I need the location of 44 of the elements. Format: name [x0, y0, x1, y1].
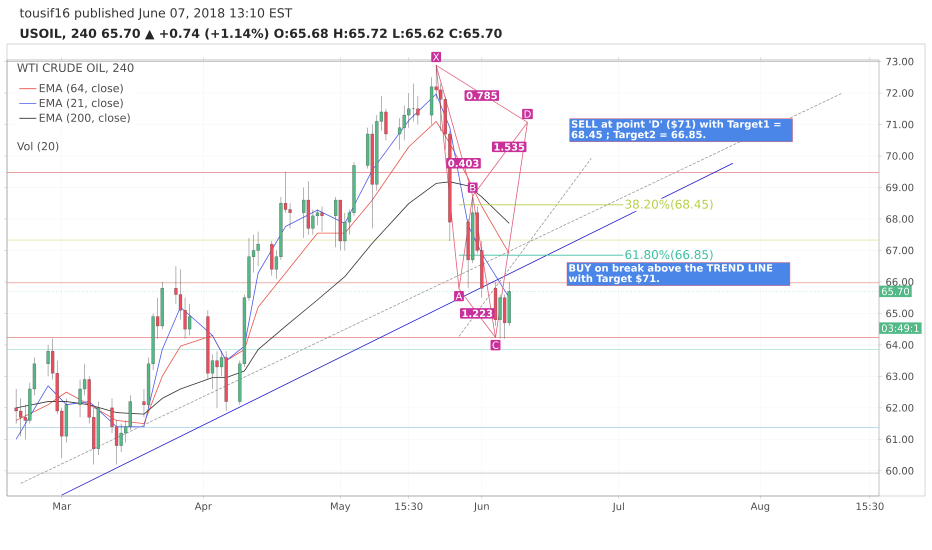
chart-subtitle: USOIL, 240 65.70 ▲ +0.74 (+1.14%) O:65.68 H:65.72 L:65.62 C:65.70 — [20, 28, 502, 40]
x-tick-label: Aug — [750, 502, 770, 512]
y-tick-label: 62.00 — [886, 404, 914, 412]
annotation: SELL at point 'D' ($71) with Target1 = 68.45 ; Target2 = 66.85. — [572, 120, 780, 140]
annotation: X — [433, 53, 440, 61]
y-tick-label: 66.00 — [886, 278, 914, 286]
annotation: 38.20%(68.45) — [625, 199, 713, 210]
annotation: BUY on break above the TREND LINE with Target $71. — [568, 264, 772, 284]
x-tick-label: Mar — [53, 502, 72, 510]
x-tick-label: 15:30 — [396, 502, 422, 510]
legend-label: EMA (200, close) — [40, 113, 130, 124]
x-tick-label: Jul — [612, 502, 624, 512]
annotation: C — [492, 341, 498, 349]
y-tick-label: 73.00 — [886, 58, 914, 66]
y-tick-label: 69.00 — [886, 184, 914, 192]
y-tick-label: 71.00 — [886, 120, 914, 128]
annotation: Vol (20) — [16, 142, 58, 152]
annotation: D — [524, 110, 531, 118]
legend-label: EMA (21, close) — [40, 98, 123, 108]
annotation: 0.785 — [466, 92, 497, 100]
y-tick-label: 70.00 — [886, 152, 914, 160]
y-tick-label: 68.00 — [886, 215, 914, 223]
y-tick-label: 63.00 — [886, 372, 914, 380]
annotation: 1.223 — [462, 310, 492, 318]
x-tick-label: May — [330, 502, 350, 512]
annotation: 1.535 — [494, 143, 524, 151]
x-tick-label: Jun — [474, 502, 489, 512]
legend-label: EMA (64, close) — [40, 84, 123, 94]
annotation: 61.80%(66.85) — [625, 250, 713, 260]
y-tick-label: 72.00 — [886, 89, 914, 97]
y-tick-label: 61.00 — [886, 436, 914, 444]
ref-line-label: 65.70 — [882, 288, 910, 296]
annotation: 0.403 — [448, 159, 479, 168]
annotation: A — [456, 292, 462, 300]
y-tick-label: 60.00 — [886, 467, 914, 475]
x-tick-label: Apr — [194, 502, 212, 512]
y-tick-label: 65.00 — [886, 310, 914, 318]
annotation: B — [470, 184, 476, 192]
text: tousif16 published June 07, 2018 13:10 EST — [20, 8, 292, 20]
y-tick-label: 67.00 — [886, 246, 914, 254]
x-tick-label: 15:30 — [856, 502, 884, 510]
chart-title: WTI CRUDE OIL, 240 — [17, 63, 134, 74]
text: 03:49:1 — [882, 324, 919, 332]
y-tick-label: 64.00 — [886, 341, 914, 349]
